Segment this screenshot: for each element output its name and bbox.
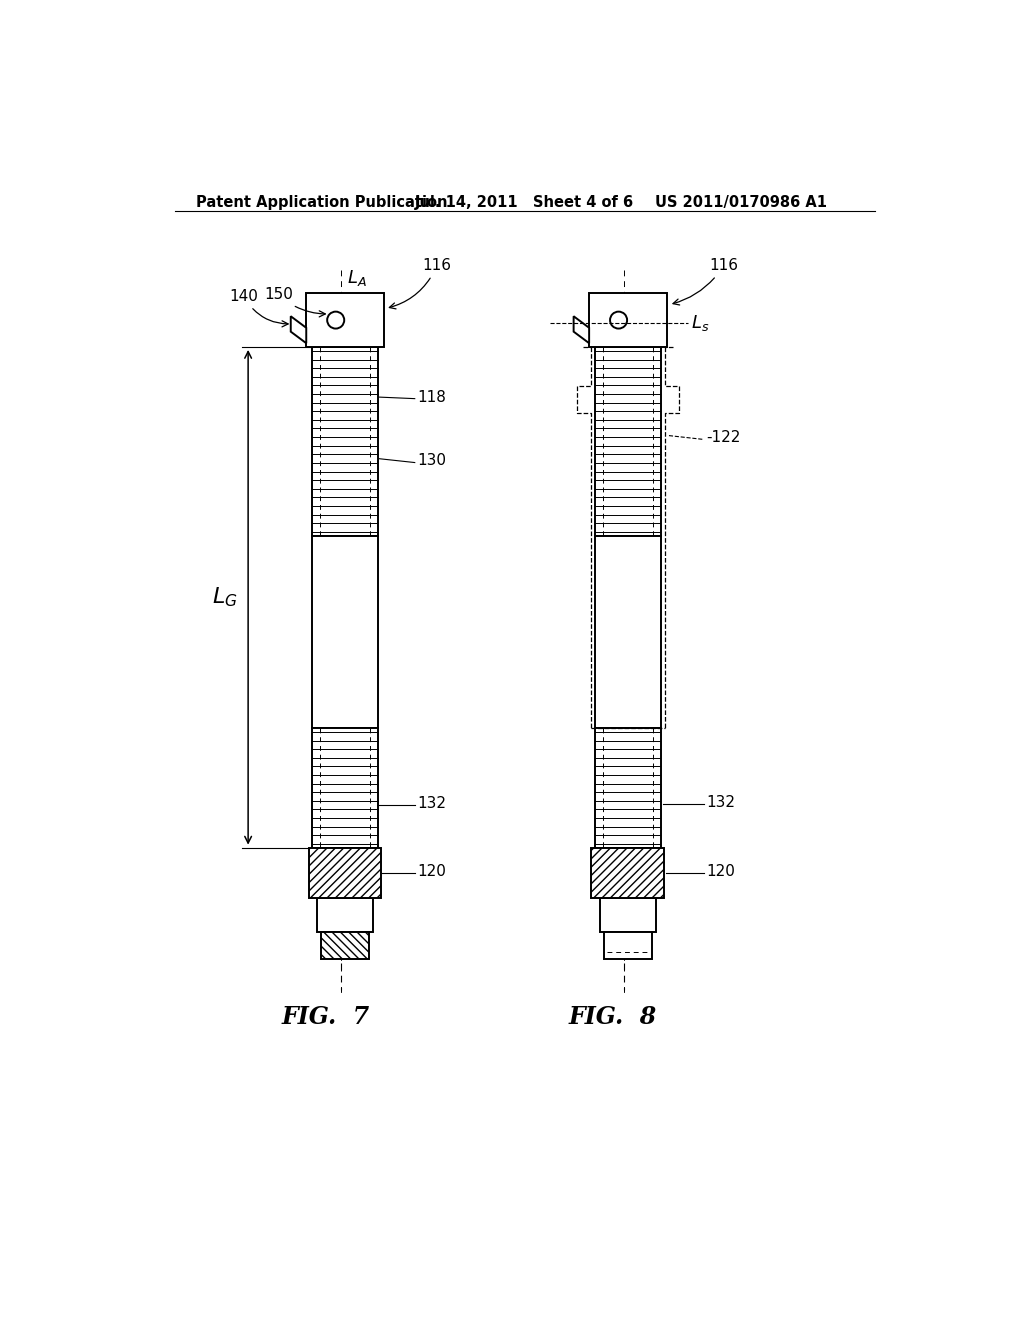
Text: $\mathit{L_s}$: $\mathit{L_s}$ [691, 313, 710, 333]
Text: 118: 118 [417, 389, 445, 405]
Text: 116: 116 [673, 257, 738, 305]
Bar [317, 898, 373, 932]
Text: FIG.  8: FIG. 8 [568, 1005, 656, 1030]
Polygon shape [573, 317, 589, 343]
Text: Patent Application Publication: Patent Application Publication [197, 195, 447, 210]
Bar [306, 293, 384, 347]
Bar [592, 847, 665, 898]
Bar [595, 536, 662, 729]
Text: 120: 120 [417, 863, 445, 879]
Bar [595, 729, 662, 847]
Circle shape [610, 312, 627, 329]
Text: -122: -122 [707, 429, 740, 445]
Text: 120: 120 [707, 863, 735, 879]
Bar [595, 347, 662, 536]
Bar [321, 932, 369, 960]
Text: 132: 132 [707, 795, 735, 809]
Bar [589, 293, 667, 347]
Text: 130: 130 [417, 453, 446, 467]
Text: 116: 116 [389, 257, 452, 309]
Bar [311, 536, 378, 729]
Circle shape [328, 312, 344, 329]
Text: US 2011/0170986 A1: US 2011/0170986 A1 [655, 195, 827, 210]
Text: 150: 150 [264, 288, 326, 317]
Text: $\mathit{L_A}$: $\mathit{L_A}$ [347, 268, 368, 288]
Text: $\mathit{L_G}$: $\mathit{L_G}$ [212, 586, 238, 609]
Text: Jul. 14, 2011   Sheet 4 of 6: Jul. 14, 2011 Sheet 4 of 6 [415, 195, 634, 210]
Polygon shape [291, 317, 306, 343]
Bar [604, 932, 652, 960]
Bar [311, 347, 378, 536]
Bar [600, 898, 655, 932]
Bar [311, 729, 378, 847]
Bar [308, 847, 381, 898]
Text: 132: 132 [417, 796, 446, 812]
Text: 140: 140 [229, 289, 288, 327]
Text: FIG.  7: FIG. 7 [282, 1005, 370, 1030]
